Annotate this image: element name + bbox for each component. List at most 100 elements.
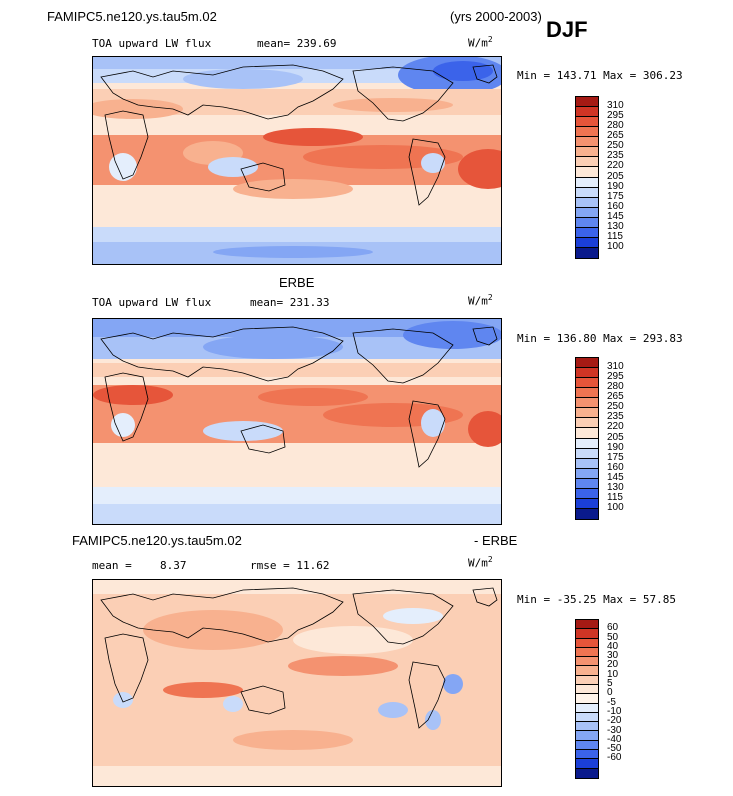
colorbar-swatch: [576, 97, 598, 108]
colorbar-tick-label: 220: [607, 421, 624, 433]
season-label: DJF: [546, 17, 588, 42]
panel2-colorbar: [575, 357, 599, 520]
panel2-units: W/m2: [468, 294, 493, 307]
colorbar-swatch: [576, 488, 598, 499]
colorbar-tick-label: -60: [607, 752, 622, 764]
colorbar-swatch: [576, 388, 598, 399]
colorbar-tick-label: 235: [607, 411, 624, 423]
panel1-units-exp: 2: [487, 35, 493, 44]
colorbar-swatch: [576, 247, 598, 258]
colorbar-tick-label: 190: [607, 180, 624, 192]
colorbar-swatch: [576, 768, 598, 778]
case-name-title: FAMIPC5.ne120.ys.tau5m.02: [47, 9, 217, 24]
colorbar-tick-label: 0: [607, 687, 613, 699]
colorbar-swatch: [576, 731, 598, 741]
panel3-title-left: FAMIPC5.ne120.ys.tau5m.02: [72, 533, 242, 548]
colorbar-swatch: [576, 712, 598, 723]
colorbar-tick-label: -50: [607, 743, 622, 755]
colorbar-tick-label: 20: [607, 659, 619, 671]
colorbar-swatch: [576, 448, 598, 459]
colorbar-swatch: [576, 620, 598, 630]
colorbar-tick-label: 175: [607, 190, 624, 202]
panel2-map-svg: [93, 319, 501, 524]
panel1-units: W/m2: [468, 36, 493, 49]
colorbar-swatch: [576, 117, 598, 128]
colorbar-swatch: [576, 107, 598, 118]
colorbar-tick-label: 280: [607, 381, 624, 393]
colorbar-tick-label: 60: [607, 622, 619, 634]
colorbar-tick-label: -10: [607, 705, 622, 717]
colorbar-tick-label: 115: [607, 491, 623, 503]
panel1-map: [92, 56, 502, 265]
colorbar-swatch: [576, 378, 598, 389]
panel3-title-right: - ERBE: [474, 533, 518, 548]
panel1-units-base: W/m: [468, 36, 488, 50]
panel2-mean: mean= 231.33: [250, 296, 330, 309]
colorbar-swatch: [576, 227, 598, 238]
panel1-variable: TOA upward LW flux: [92, 37, 212, 50]
colorbar-tick-label: 160: [607, 461, 624, 473]
colorbar-swatch: [576, 358, 598, 369]
colorbar-tick-label: -40: [607, 733, 622, 745]
colorbar-tick-label: 295: [607, 371, 624, 383]
colorbar-tick-label: 250: [607, 140, 624, 152]
panel2-title: ERBE: [279, 275, 315, 290]
colorbar-tick-label: -5: [607, 696, 616, 708]
panel1-mean: mean= 239.69: [257, 37, 337, 50]
colorbar-swatch: [576, 657, 598, 667]
colorbar-tick-label: 30: [607, 650, 619, 662]
colorbar-swatch: [576, 207, 598, 218]
colorbar-tick-label: -30: [607, 724, 622, 736]
colorbar-tick-label: 100: [607, 501, 624, 513]
colorbar-swatch: [576, 187, 598, 198]
colorbar-swatch: [576, 147, 598, 158]
colorbar-swatch: [576, 675, 598, 685]
colorbar-tick-label: 10: [607, 668, 619, 680]
panel3-colorbar: [575, 619, 599, 779]
colorbar-tick-label: 310: [607, 100, 624, 112]
colorbar-tick-label: 265: [607, 130, 624, 142]
colorbar-tick-label: 160: [607, 200, 624, 212]
panel3-mean-label: mean =: [92, 559, 132, 572]
colorbar-tick-label: 145: [607, 471, 624, 483]
panel2-variable: TOA upward LW flux: [92, 296, 212, 309]
colorbar-swatch: [576, 468, 598, 479]
colorbar-swatch: [576, 157, 598, 168]
colorbar-swatch: [576, 428, 598, 439]
colorbar-tick-label: 115: [607, 230, 623, 242]
colorbar-swatch: [576, 740, 598, 750]
panel3-map: [92, 579, 502, 787]
colorbar-swatch: [576, 167, 598, 178]
colorbar-swatch: [576, 647, 598, 658]
colorbar-tick-label: 250: [607, 401, 624, 413]
panel3-units-exp: 2: [487, 555, 493, 564]
colorbar-swatch: [576, 684, 598, 695]
panel3-minmax: Min = -35.25 Max = 57.85: [517, 593, 676, 606]
panel3-rmse: rmse = 11.62: [250, 559, 330, 572]
colorbar-tick-label: 190: [607, 441, 624, 453]
colorbar-swatch: [576, 694, 598, 704]
panel1-colorbar: [575, 96, 599, 259]
colorbar-swatch: [576, 408, 598, 419]
colorbar-swatch: [576, 629, 598, 639]
panel1-map-svg: [93, 57, 501, 264]
colorbar-tick-label: 205: [607, 170, 624, 182]
colorbar-swatch: [576, 749, 598, 760]
colorbar-tick-label: -20: [607, 715, 622, 727]
colorbar-tick-label: 50: [607, 631, 619, 643]
panel3-units: W/m2: [468, 556, 493, 569]
colorbar-swatch: [576, 508, 598, 519]
colorbar-swatch: [576, 759, 598, 769]
colorbar-tick-label: 100: [607, 240, 624, 252]
colorbar-tick-label: 145: [607, 210, 624, 222]
colorbar-swatch: [576, 177, 598, 188]
panel2-map: [92, 318, 502, 525]
colorbar-tick-label: 130: [607, 220, 624, 232]
panel1-minmax: Min = 143.71 Max = 306.23: [517, 69, 683, 82]
colorbar-swatch: [576, 458, 598, 469]
colorbar-swatch: [576, 722, 598, 732]
colorbar-tick-label: 265: [607, 391, 624, 403]
panel3-map-svg: [93, 580, 501, 786]
colorbar-tick-label: 130: [607, 481, 624, 493]
colorbar-swatch: [576, 438, 598, 449]
